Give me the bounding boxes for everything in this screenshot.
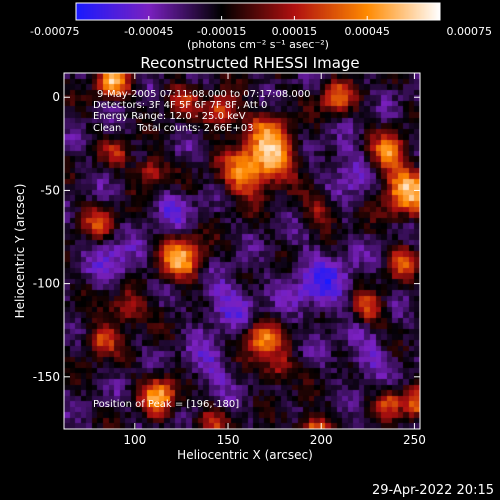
render-timestamp: 29-Apr-2022 20:15 bbox=[372, 483, 494, 498]
y-tick-label: -50 bbox=[40, 183, 60, 197]
x-tick-label: 200 bbox=[310, 433, 333, 447]
y-tick-label: -100 bbox=[33, 277, 60, 291]
colorbar: -0.00075 -0.00045 -0.00015 0.00015 0.00045 0.… bbox=[30, 2, 492, 51]
peak-position-label: Position of Peak = [196,-180] bbox=[93, 399, 239, 410]
colorbar-gradient bbox=[76, 3, 440, 20]
x-tick-label: 250 bbox=[403, 433, 426, 447]
plot-frame bbox=[63, 72, 421, 430]
colorbar-ticks: -0.00075 -0.00045 -0.00015 0.00015 0.00045 0.… bbox=[30, 16, 492, 38]
x-axis-ticks: 100 150 200 250 bbox=[123, 73, 426, 447]
observation-info: 9-May-2005 07:11:08.000 to 07:17:08.000 … bbox=[93, 89, 310, 134]
annotation-time-range: 9-May-2005 07:11:08.000 to 07:17:08.000 bbox=[97, 89, 310, 100]
heatmap-image bbox=[64, 73, 420, 429]
annotation-detectors: Detectors: 3F 4F 5F 6F 7F 8F, Att 0 bbox=[93, 100, 267, 111]
y-tick-label: 0 bbox=[52, 90, 60, 104]
y-tick-label: -150 bbox=[33, 370, 60, 384]
colorbar-tick-label: -0.00015 bbox=[197, 25, 246, 38]
chart-title: Reconstructed RHESSI Image bbox=[140, 54, 359, 72]
colorbar-unit-label: (photons cm⁻² s⁻¹ asec⁻²) bbox=[187, 38, 329, 51]
x-tick-label: 150 bbox=[217, 433, 240, 447]
colorbar-frame bbox=[75, 2, 441, 21]
annotation-energy-range: Energy Range: 12.0 - 25.0 keV bbox=[93, 111, 246, 122]
colorbar-tick-label: -0.00045 bbox=[124, 25, 173, 38]
annotation-clean-counts: Clean Total counts: 2.66E+03 bbox=[93, 123, 253, 134]
y-axis-label: Heliocentric Y (arcsec) bbox=[13, 184, 27, 319]
y-axis-ticks: 0 -50 -100 -150 bbox=[33, 90, 420, 384]
colorbar-tick-label: 0.00015 bbox=[272, 25, 318, 38]
colorbar-tick-label: -0.00075 bbox=[30, 25, 79, 38]
x-axis-label: Heliocentric X (arcsec) bbox=[177, 448, 313, 462]
colorbar-tick-label: 0.00045 bbox=[344, 25, 390, 38]
colorbar-tick-label: 0.00075 bbox=[447, 25, 493, 38]
x-tick-label: 100 bbox=[123, 433, 146, 447]
